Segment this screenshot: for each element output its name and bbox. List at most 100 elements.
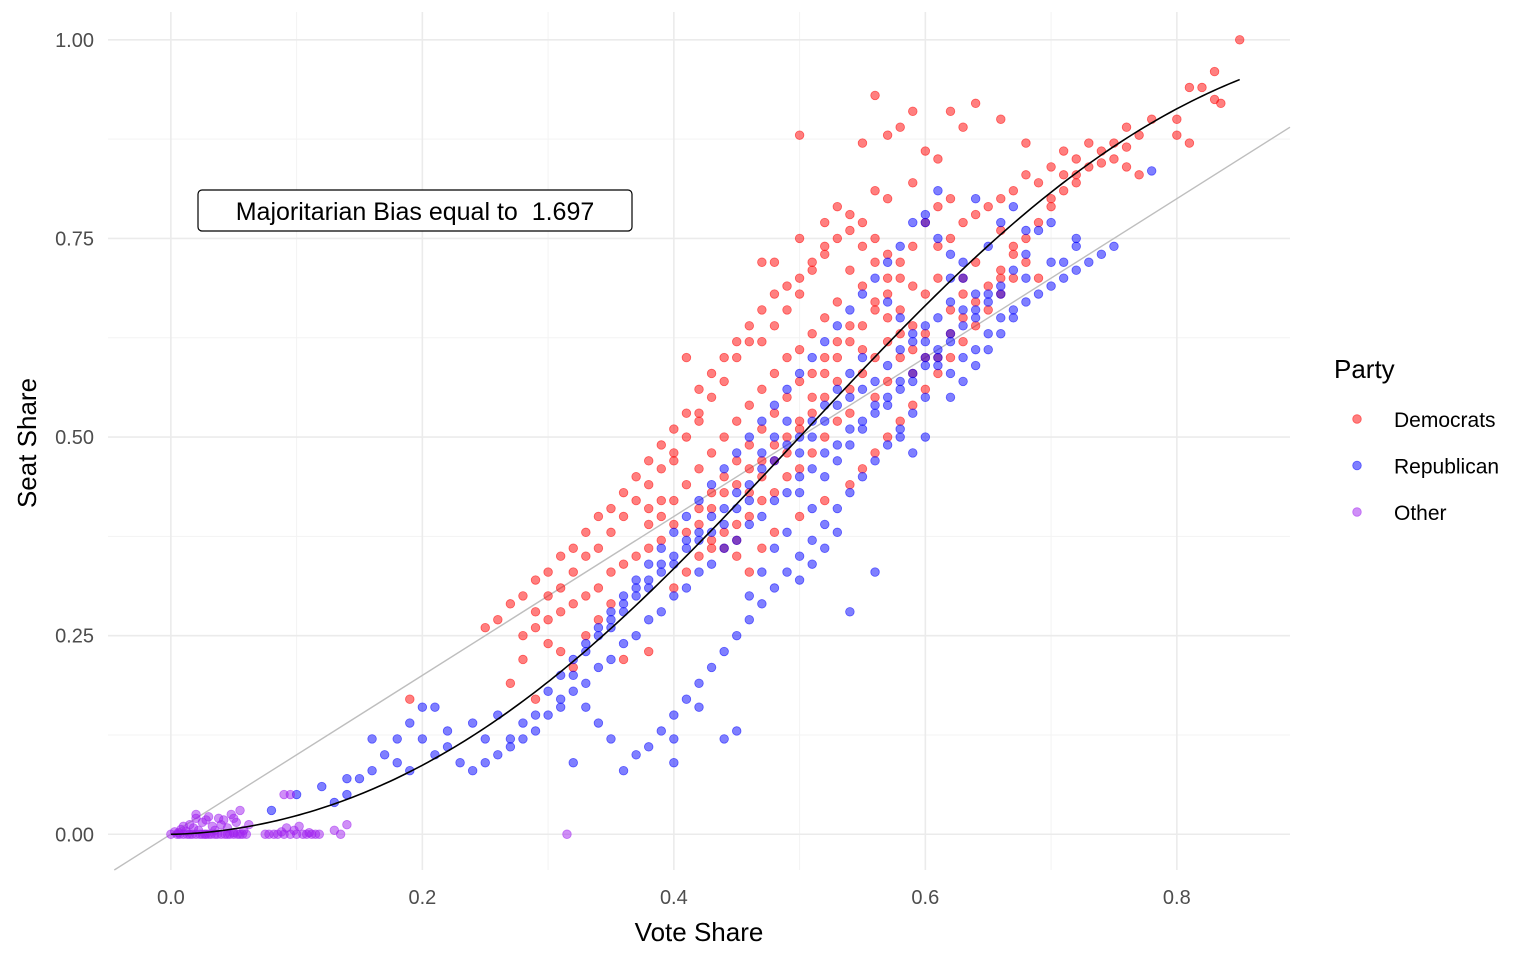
point-democrats <box>744 321 754 331</box>
point-republican <box>669 591 679 601</box>
point-democrats <box>1121 122 1132 132</box>
point-democrats <box>920 289 931 299</box>
point-democrats <box>882 273 893 283</box>
point-republican <box>732 448 742 458</box>
point-republican <box>983 329 993 339</box>
point-republican <box>367 734 377 744</box>
point-republican <box>455 758 465 768</box>
point-republican <box>719 503 729 514</box>
point-democrats <box>857 217 868 228</box>
point-republican <box>870 408 880 418</box>
point-republican <box>392 734 402 744</box>
point-republican <box>857 472 868 482</box>
point-republican <box>870 273 880 283</box>
point-democrats <box>656 535 666 546</box>
point-democrats <box>719 376 729 387</box>
point-republican <box>669 527 679 538</box>
point-republican <box>530 726 541 736</box>
point-democrats <box>845 265 855 275</box>
point-republican <box>857 384 868 395</box>
point-other <box>294 821 304 832</box>
point-democrats <box>530 622 541 633</box>
point-republican <box>845 392 855 403</box>
point-republican <box>656 726 666 736</box>
point-republican <box>656 567 666 577</box>
point-democrats <box>669 456 679 466</box>
point-democrats <box>769 527 780 538</box>
point-democrats <box>1008 186 1019 196</box>
point-democrats <box>644 503 654 514</box>
point-democrats <box>568 543 578 553</box>
point-republican <box>820 400 830 410</box>
point-democrats <box>694 551 704 561</box>
point-democrats <box>1021 233 1031 244</box>
point-democrats <box>895 416 905 426</box>
point-republican <box>266 805 277 816</box>
point-republican <box>757 464 767 474</box>
point-republican <box>1021 273 1031 283</box>
point-republican <box>933 313 943 323</box>
point-democrats <box>757 424 767 434</box>
point-republican <box>845 607 855 617</box>
point-republican <box>794 448 805 458</box>
point-republican <box>945 273 956 283</box>
point-democrats <box>870 448 880 458</box>
point-other <box>335 829 346 839</box>
point-republican <box>832 440 843 450</box>
point-republican <box>1008 313 1019 323</box>
point-republican <box>882 440 893 450</box>
point-other <box>562 829 572 839</box>
point-republican <box>970 193 981 204</box>
point-democrats <box>832 233 843 244</box>
point-republican <box>945 392 956 403</box>
point-republican <box>618 591 629 601</box>
point-republican <box>706 511 717 522</box>
point-republican <box>694 702 704 712</box>
point-democrats <box>543 638 553 649</box>
point-democrats <box>870 233 880 244</box>
point-democrats <box>1121 162 1132 172</box>
point-democrats <box>933 154 943 164</box>
point-republican <box>857 416 868 426</box>
y-tick-label: 0.00 <box>55 824 94 846</box>
point-democrats <box>757 257 767 267</box>
point-democrats <box>945 106 956 117</box>
point-republican <box>832 321 843 331</box>
point-republican <box>706 479 717 490</box>
point-republican <box>782 384 792 395</box>
point-democrats <box>1033 273 1044 283</box>
y-tick-label: 0.75 <box>55 228 94 250</box>
legend-key-republican <box>1352 460 1362 471</box>
point-democrats <box>644 519 654 530</box>
point-democrats <box>832 336 843 347</box>
point-republican <box>367 765 377 776</box>
point-democrats <box>1058 170 1069 180</box>
point-republican <box>782 527 792 538</box>
point-democrats <box>794 273 805 283</box>
point-republican <box>518 718 528 728</box>
point-republican <box>757 567 767 577</box>
point-democrats <box>820 432 830 442</box>
point-republican <box>1146 166 1157 176</box>
point-democrats <box>530 607 541 617</box>
point-democrats <box>744 464 754 474</box>
point-democrats <box>769 368 780 379</box>
point-republican <box>543 686 553 696</box>
point-republican <box>908 376 918 387</box>
point-republican <box>744 591 754 601</box>
point-democrats <box>970 209 981 220</box>
point-republican <box>996 329 1006 339</box>
point-democrats <box>1134 170 1144 180</box>
point-democrats <box>807 448 817 458</box>
point-democrats <box>870 392 880 403</box>
point-democrats <box>970 98 981 109</box>
point-republican <box>895 344 905 355</box>
point-democrats <box>644 646 654 657</box>
point-republican <box>782 487 792 498</box>
point-republican <box>706 559 717 569</box>
x-tick-label: 0.6 <box>911 887 939 909</box>
point-republican <box>581 678 591 689</box>
point-republican <box>794 368 805 379</box>
point-democrats <box>706 503 717 514</box>
point-democrats <box>845 336 855 347</box>
